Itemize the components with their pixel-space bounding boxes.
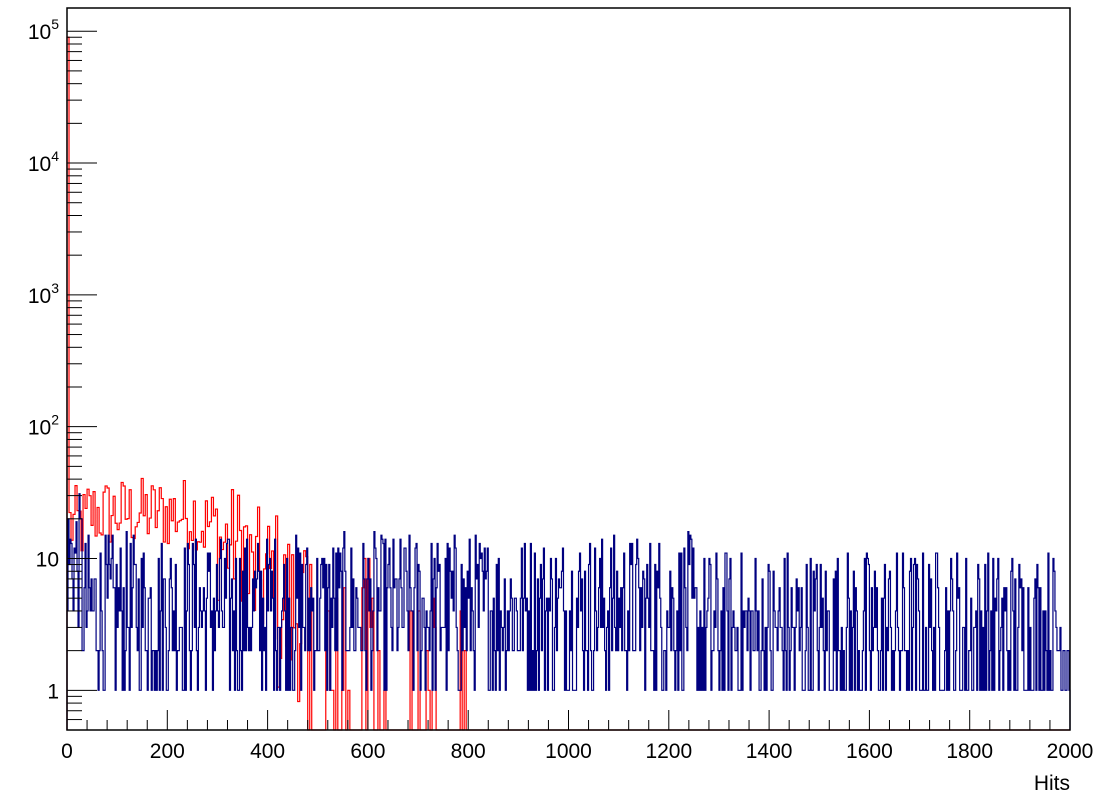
y-tick-label: 10 [36,548,59,571]
x-tick-label: 1600 [846,740,893,763]
y-tick-label: 103 [28,280,59,308]
x-tick-label: 200 [150,740,185,763]
x-tick-label: 800 [451,740,486,763]
x-tick-label: 400 [250,740,285,763]
x-tick-label: 2000 [1047,740,1094,763]
x-tick-label: 1800 [946,740,993,763]
x-axis-label: Hits [1034,772,1070,795]
x-tick-label: 1200 [645,740,692,763]
ticks-layer [66,30,1071,731]
series-layer [66,36,1071,731]
x-tick-label: 1000 [545,740,592,763]
x-tick-label: 1400 [746,740,793,763]
series-line-blue [66,493,1071,730]
y-tick-label: 1 [47,680,59,703]
y-tick-label: 105 [28,16,59,44]
y-tick-label: 104 [28,148,59,176]
x-tick-label: 600 [350,740,385,763]
x-tick-label: 0 [61,740,73,763]
labels-layer: 0 200 400 600 800 1000 1200 1400 1600 1800 2000 1 10… [28,16,1094,763]
y-tick-label: 102 [28,412,59,440]
